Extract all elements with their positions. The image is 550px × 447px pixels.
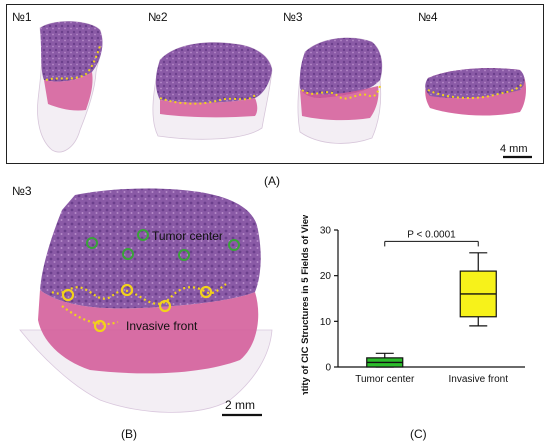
sample-label-1: №1 [12, 10, 32, 24]
y-tick-label: 30 [320, 226, 332, 237]
sample-label-2: №2 [148, 10, 168, 24]
x-tick-label: Invasive front [449, 374, 509, 385]
panel-b-image [19, 188, 273, 417]
x-tick-label: Tumor center [355, 374, 415, 385]
y-tick-label: 0 [325, 363, 331, 374]
box-plot-chart: Quantity of CIC Structures in 5 Fields o… [300, 215, 525, 395]
invasive-front-marker [120, 283, 134, 297]
panel-a-frame [6, 4, 544, 164]
invasive-front-marker [61, 288, 75, 302]
tissue-sample-2 [152, 42, 273, 140]
panel-a-tissues [37, 21, 532, 159]
caption-b: (B) [121, 427, 137, 441]
tumor-center-marker [86, 237, 98, 249]
tissue-sample-1 [37, 21, 103, 153]
tissue-sample-4 [425, 68, 526, 116]
tumor-mass [40, 188, 261, 309]
y-tick-label: 20 [320, 271, 332, 282]
scalebar-a-label: 4 mm [500, 143, 528, 155]
tumor-center-label: Tumor center [152, 229, 223, 243]
sample-label-b: №3 [12, 184, 32, 198]
caption-c: (C) [410, 427, 427, 441]
tissue-sample-3 [297, 37, 383, 144]
tumor-center-marker [137, 229, 149, 241]
invasive-front-marker [199, 285, 213, 299]
scalebar-b-label: 2 mm [225, 398, 255, 412]
invasive-front-marker [93, 319, 107, 333]
p-value-label: P < 0.0001 [407, 229, 456, 240]
sample-label-3: №3 [283, 10, 303, 24]
tumor-center-marker [228, 239, 240, 251]
invasive-front-line [51, 283, 227, 305]
tumor-center-marker [178, 249, 190, 261]
stroma-region [38, 290, 259, 374]
invasive-front-marker [158, 299, 172, 313]
invasive-front-label: Invasive front [126, 319, 198, 333]
tumor-center-marker [122, 248, 134, 260]
y-axis-label: Quantity of CIC Structures in 5 Fields o… [300, 215, 311, 395]
caption-a: (A) [264, 174, 280, 188]
sample-label-4: №4 [418, 10, 438, 24]
y-tick-label: 10 [320, 317, 332, 328]
